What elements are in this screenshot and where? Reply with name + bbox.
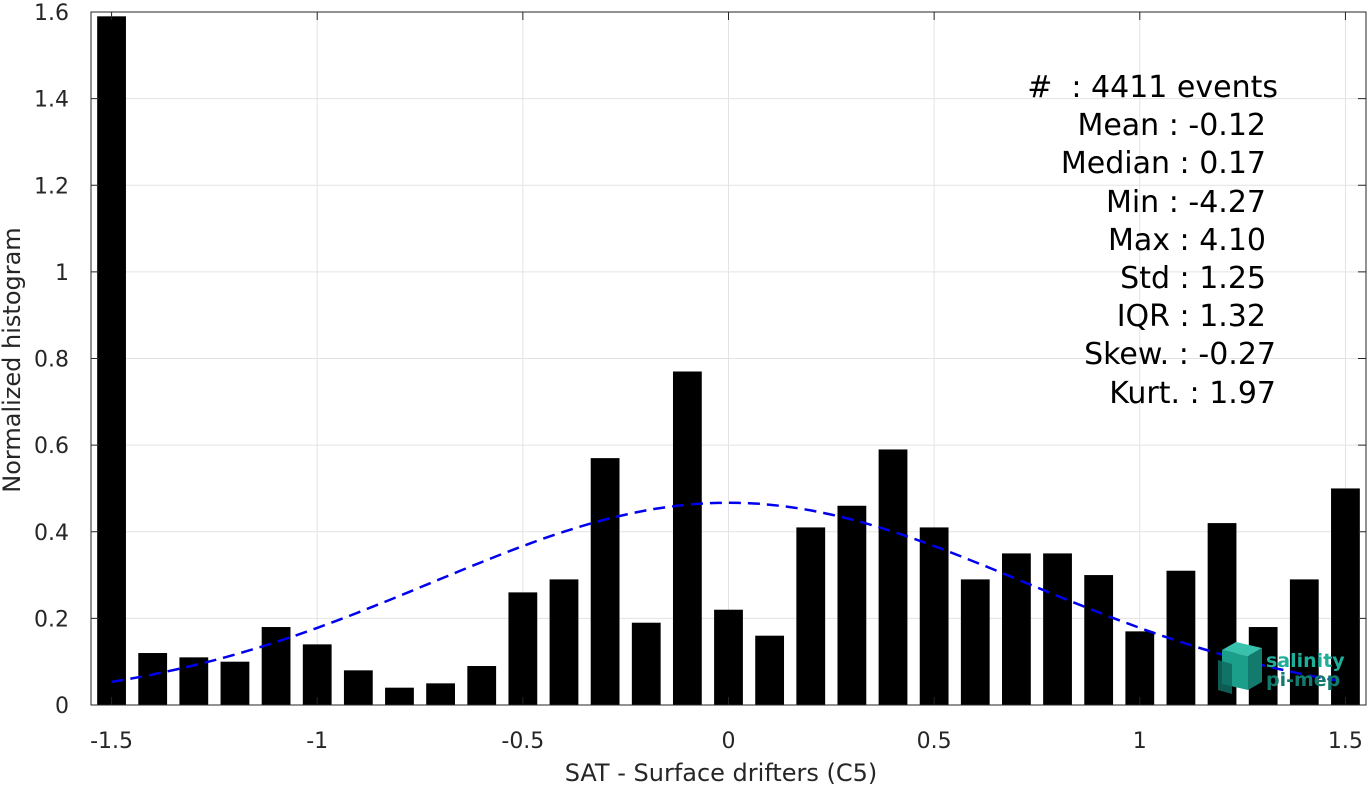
stats-annotation: # : 4411 events Mean : -0.12 Median : 0.…	[1027, 70, 1278, 411]
y-axis-label: Normalized histogram	[0, 227, 26, 492]
x-tick-label-5: 1	[1133, 729, 1147, 754]
grid-lines	[91, 11, 1366, 706]
bar-16	[755, 635, 785, 705]
bar-1	[138, 653, 168, 705]
x-tick-label-2: -0.5	[501, 729, 544, 754]
x-tick-label-4: 0.5	[917, 729, 952, 754]
bar-22	[1002, 553, 1031, 705]
x-tick-label-6: 1.5	[1328, 729, 1363, 754]
salinity-pimep-logo: salinity pi-mep	[1218, 642, 1345, 694]
logo-cube-icon	[1218, 642, 1262, 694]
y-tick-labels: 0 0.2 0.4 0.6 0.8 1 1.2 1.4 1.6	[34, 1, 69, 719]
bar-12	[590, 458, 620, 705]
stats-count: # : 4411 events	[1027, 70, 1278, 105]
bar-20	[919, 527, 949, 705]
y-tick-label-1: 0.2	[34, 607, 69, 632]
normal-fit-curve	[111, 501, 1346, 684]
stats-mean: Mean : -0.12	[1077, 108, 1266, 143]
bar-5	[302, 644, 332, 705]
bar-15	[714, 609, 743, 705]
bar-23	[1043, 553, 1072, 705]
logo-line-2: pi-mep	[1266, 669, 1340, 691]
y-tick-label-0: 0	[55, 694, 69, 719]
bar-30	[1331, 488, 1360, 705]
bar-18	[837, 505, 867, 705]
stats-skew: Skew. : -0.27	[1084, 337, 1276, 372]
bar-6	[343, 670, 373, 705]
y-tick-label-3: 0.6	[34, 434, 69, 459]
y-tick-label-7: 1.4	[34, 88, 69, 113]
bar-8	[426, 683, 455, 705]
stats-iqr: IQR : 1.32	[1117, 299, 1266, 334]
y-tick-label-8: 1.6	[34, 1, 69, 26]
axis-ticks	[91, 11, 1366, 706]
y-tick-label-6: 1.2	[34, 174, 69, 199]
x-tick-label-3: 0	[722, 729, 736, 754]
bar-25	[1125, 631, 1155, 705]
bar-11	[549, 579, 579, 705]
bar-10	[508, 592, 538, 705]
bar-17	[796, 527, 826, 705]
stats-max: Max : 4.10	[1108, 223, 1266, 258]
stats-std: Std : 1.25	[1120, 261, 1266, 296]
x-tick-labels: -1.5 -1 -0.5 0 0.5 1 1.5	[90, 729, 1363, 754]
bar-13	[631, 622, 661, 705]
y-tick-label-5: 1	[55, 261, 69, 286]
bar-0	[97, 16, 126, 706]
bar-21	[960, 579, 990, 705]
stats-median: Median : 0.17	[1061, 146, 1266, 181]
stats-min: Min : -4.27	[1106, 185, 1266, 220]
stats-kurt: Kurt. : 1.97	[1109, 376, 1276, 411]
bar-19	[878, 449, 908, 705]
bar-14	[672, 371, 702, 705]
bar-7	[385, 687, 414, 705]
y-tick-label-2: 0.4	[34, 521, 69, 546]
y-tick-label-4: 0.8	[34, 348, 69, 373]
logo-line-1: salinity	[1266, 650, 1345, 672]
bar-series	[97, 16, 1360, 706]
x-axis-label: SAT - Surface drifters (C5)	[565, 759, 878, 785]
x-tick-label-1: -1	[306, 729, 328, 754]
x-tick-label-0: -1.5	[90, 729, 133, 754]
bar-9	[467, 666, 497, 705]
bar-29	[1289, 579, 1319, 705]
bar-24	[1084, 575, 1114, 705]
bar-3	[220, 661, 250, 705]
